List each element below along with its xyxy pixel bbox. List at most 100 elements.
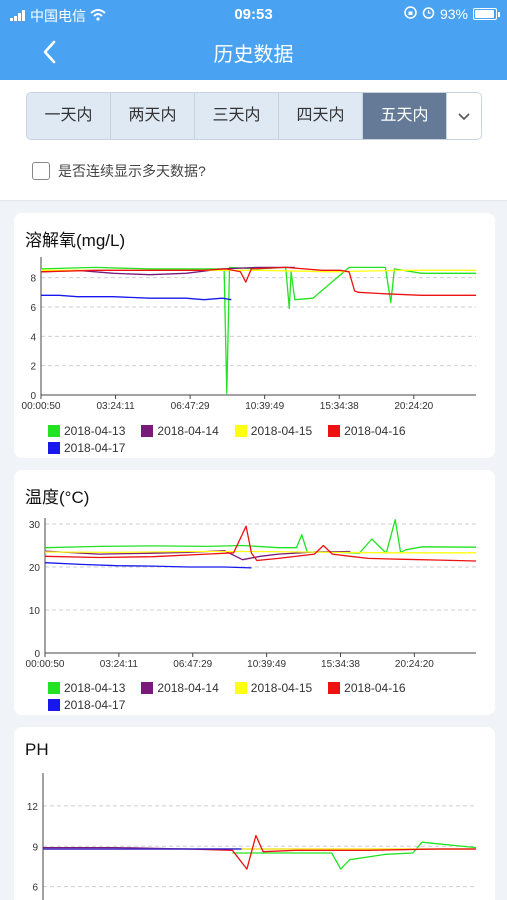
lock-rotation-icon bbox=[404, 6, 417, 22]
legend-item: 2018-04-13 bbox=[48, 680, 125, 695]
y-tick-label: 0 bbox=[30, 391, 36, 402]
y-tick-label: 6 bbox=[32, 883, 38, 894]
status-bar-right: 93% bbox=[404, 6, 500, 22]
legend-item: 2018-04-16 bbox=[328, 423, 406, 438]
legend-item: 2018-04-15 bbox=[234, 423, 313, 438]
x-tick-label: 20:24:20 bbox=[395, 659, 434, 670]
multi-day-checkbox[interactable] bbox=[32, 162, 50, 180]
status-bar-left: 中国电信 bbox=[10, 6, 106, 26]
legend-item: 2018-04-14 bbox=[141, 680, 219, 695]
y-tick-label: 6 bbox=[30, 303, 36, 314]
chart-legend: 2018-04-13 2018-04-14 2018-04-15 2018-04-16… bbox=[48, 680, 478, 712]
series-line-2018-04-17 bbox=[41, 294, 232, 301]
legend-item: 2018-04-17 bbox=[48, 697, 125, 712]
series-line-2018-04-13 bbox=[44, 519, 477, 554]
x-tick-label: 20:24:20 bbox=[394, 401, 433, 412]
series-line-2018-04-13 bbox=[232, 841, 477, 870]
x-tick-label: 15:34:38 bbox=[320, 401, 359, 412]
x-tick-label: 10:39:49 bbox=[247, 659, 286, 670]
series-line-2018-04-15 bbox=[44, 550, 476, 554]
x-tick-label: 00:00:50 bbox=[26, 659, 65, 670]
y-tick-label: 30 bbox=[29, 520, 41, 531]
legend-swatch bbox=[141, 424, 154, 437]
chart-title: 溶解氧(mg/L) bbox=[25, 231, 126, 250]
legend-label: 2018-04-16 bbox=[344, 423, 406, 438]
multi-day-label: 是否连续显示多天数据? bbox=[58, 163, 206, 179]
series-line-2018-04-13 bbox=[40, 266, 476, 395]
series-line-2018-04-17 bbox=[44, 562, 252, 569]
y-tick-label: 9 bbox=[32, 842, 38, 853]
chart-title: 温度(°C) bbox=[25, 488, 90, 507]
alarm-icon bbox=[422, 6, 435, 22]
series-line-2018-04-16 bbox=[40, 266, 476, 296]
range-toolbar: 一天内 两天内 三天内 四天内 五天内 是否连续显示多天数据? bbox=[0, 80, 507, 201]
ph-chart: 36912 bbox=[27, 773, 477, 900]
x-tick-label: 15:34:38 bbox=[321, 659, 360, 670]
legend-item: 2018-04-13 bbox=[48, 423, 125, 438]
series-line-2018-04-14 bbox=[44, 550, 351, 561]
y-tick-label: 20 bbox=[29, 563, 41, 574]
legend-swatch bbox=[328, 424, 341, 437]
tab-one-day[interactable]: 一天内 bbox=[27, 93, 111, 139]
y-tick-label: 0 bbox=[34, 649, 40, 660]
app-header: 中国电信 09:53 93% 历史数据 bbox=[0, 0, 507, 80]
chart-card-ph: PH 36912 bbox=[14, 727, 495, 900]
x-tick-label: 06:47:29 bbox=[173, 659, 212, 670]
dissolved-oxygen-chart: 0 2 4 6 8 00:00:50 03:24:11 06:47:29 10:39:49 15:… bbox=[22, 257, 476, 412]
x-tick-label: 03:24:11 bbox=[96, 401, 135, 412]
legend-label: 2018-04-13 bbox=[64, 423, 126, 438]
signal-icon bbox=[10, 8, 26, 24]
chart-card-temperature: 温度(°C) 0 10 20 30 00:00:50 03:24:11 06:47:29 10… bbox=[14, 470, 495, 715]
legend-item: 2018-04-15 bbox=[234, 680, 313, 695]
back-button[interactable] bbox=[38, 38, 64, 66]
legend-item: 2018-04-14 bbox=[141, 423, 219, 438]
x-tick-label: 03:24:11 bbox=[100, 659, 139, 670]
tab-three-days[interactable]: 三天内 bbox=[195, 93, 279, 139]
chevron-left-icon bbox=[43, 40, 56, 64]
chart-title: PH bbox=[25, 740, 49, 759]
range-tabs: 一天内 两天内 三天内 四天内 五天内 bbox=[26, 92, 482, 140]
legend-label: 2018-04-16 bbox=[344, 680, 406, 695]
chevron-down-icon bbox=[458, 113, 470, 121]
legend-swatch bbox=[234, 424, 247, 437]
legend-swatch bbox=[48, 698, 60, 711]
legend-item: 2018-04-16 bbox=[328, 680, 406, 695]
carrier-name: 中国电信 bbox=[30, 8, 86, 24]
legend-swatch bbox=[234, 681, 247, 694]
legend-swatch bbox=[48, 441, 60, 454]
legend-swatch bbox=[328, 681, 341, 694]
legend-label: 2018-04-14 bbox=[157, 423, 219, 438]
y-tick-label: 12 bbox=[27, 802, 39, 813]
legend-label: 2018-04-15 bbox=[250, 423, 313, 438]
tab-four-days[interactable]: 四天内 bbox=[279, 93, 363, 139]
y-tick-label: 2 bbox=[30, 362, 36, 373]
x-tick-label: 00:00:50 bbox=[22, 401, 61, 412]
multi-day-option: 是否连续显示多天数据? bbox=[32, 161, 206, 181]
chart-card-dissolved-oxygen: 溶解氧(mg/L) 0 2 4 6 8 00:00:50 03:24:11 06:47:29 1… bbox=[14, 213, 495, 458]
tab-two-days[interactable]: 两天内 bbox=[111, 93, 195, 139]
series-line-2018-04-16 bbox=[43, 834, 476, 870]
y-tick-label: 8 bbox=[30, 274, 36, 285]
battery-icon bbox=[473, 8, 500, 20]
tab-five-days[interactable]: 五天内 bbox=[363, 93, 447, 139]
legend-label: 2018-04-13 bbox=[64, 680, 126, 695]
legend-swatch bbox=[48, 424, 60, 437]
wifi-icon bbox=[90, 8, 106, 24]
x-tick-label: 10:39:49 bbox=[245, 401, 284, 412]
x-tick-label: 06:47:29 bbox=[171, 401, 210, 412]
chart-legend: 2018-04-13 2018-04-14 2018-04-15 2018-04-16… bbox=[48, 423, 478, 455]
y-tick-label: 10 bbox=[29, 606, 41, 617]
battery-percent: 93% bbox=[439, 6, 468, 22]
series-line-2018-04-16 bbox=[44, 525, 477, 562]
legend-label: 2018-04-14 bbox=[157, 680, 219, 695]
legend-swatch bbox=[141, 681, 154, 694]
more-dropdown-button[interactable] bbox=[447, 93, 481, 139]
temperature-chart: 0 10 20 30 00:00:50 03:24:11 06:47:29 10:39:49 1… bbox=[26, 518, 477, 670]
legend-label: 2018-04-17 bbox=[64, 440, 126, 455]
legend-label: 2018-04-15 bbox=[250, 680, 313, 695]
y-tick-label: 4 bbox=[30, 332, 36, 343]
status-time: 09:53 bbox=[234, 6, 273, 23]
legend-swatch bbox=[48, 681, 60, 694]
legend-item: 2018-04-17 bbox=[48, 440, 125, 455]
legend-label: 2018-04-17 bbox=[64, 697, 126, 712]
